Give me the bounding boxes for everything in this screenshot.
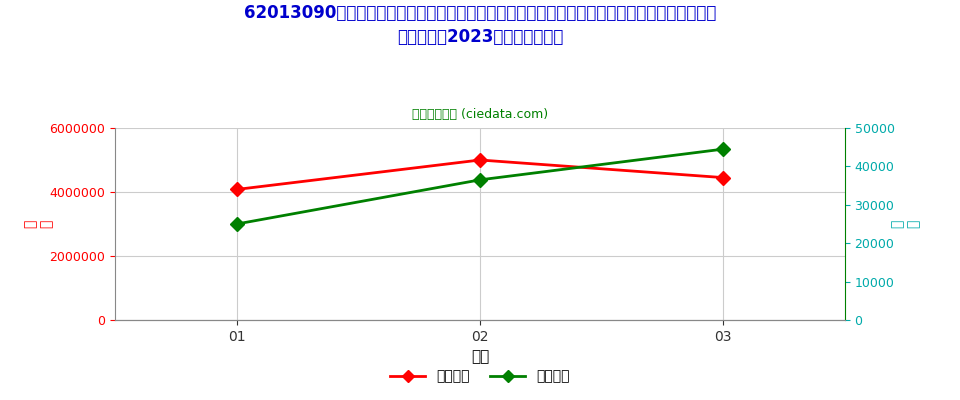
Y-axis label: 锁
额: 锁 额 — [23, 220, 54, 228]
X-axis label: 月度: 月度 — [470, 349, 490, 364]
Legend: 进口美元, 进口数量: 进口美元, 进口数量 — [385, 364, 575, 389]
Text: 62013090棉制男式其他大衣、短大衣、斗篷、短斗篷、带风帽的防寒短上衣、防风衣、防风短上
衣及类似品2023年进口月度走势: 62013090棉制男式其他大衣、短大衣、斗篷、短斗篷、带风帽的防寒短上衣、防风… — [244, 4, 716, 46]
Y-axis label: 数
量: 数 量 — [891, 220, 921, 228]
Text: 进出口服务网 (ciedata.com): 进出口服务网 (ciedata.com) — [412, 108, 548, 121]
